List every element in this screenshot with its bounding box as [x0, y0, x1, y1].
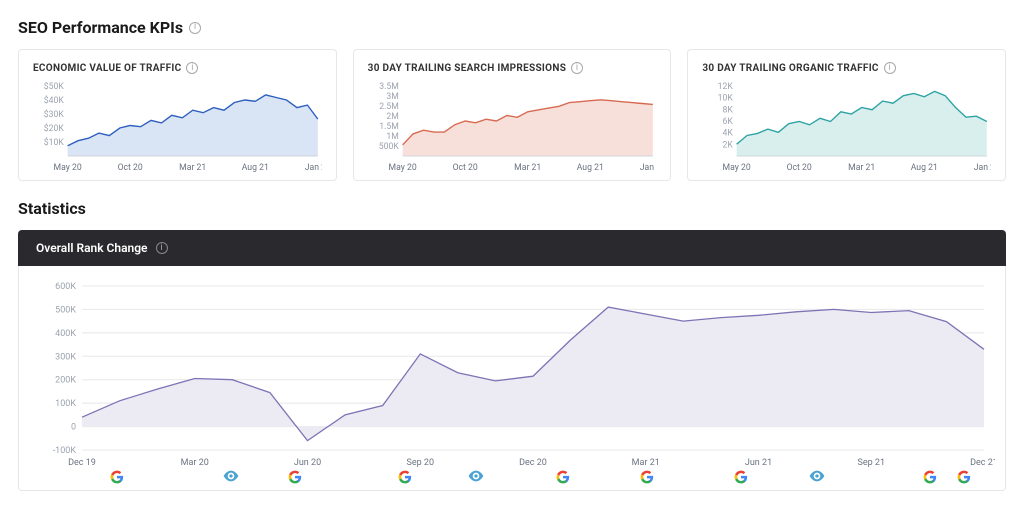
google-logo-icon[interactable]: [398, 470, 412, 484]
google-logo-icon[interactable]: [288, 470, 302, 484]
svg-text:100K: 100K: [55, 399, 76, 409]
kpi-card-title: 30 DAY TRAILING SEARCH IMPRESSIONS i: [368, 62, 657, 74]
svg-text:Mar 21: Mar 21: [514, 163, 541, 172]
kpi-card-title-text: ECONOMIC VALUE OF TRAFFIC: [33, 63, 181, 74]
kpi-row: ECONOMIC VALUE OF TRAFFIC i $50K $40K $30K…: [0, 49, 1024, 181]
svg-text:$40K: $40K: [44, 95, 64, 106]
svg-text:0: 0: [71, 423, 76, 433]
svg-text:Oct 20: Oct 20: [118, 163, 143, 172]
svg-text:600K: 600K: [55, 282, 76, 292]
small-chart-impressions: 3.5M3M2.5M2M1.5M1M500K May 20 Oct 20 Mar 21…: [368, 82, 657, 172]
info-icon[interactable]: i: [186, 62, 198, 74]
svg-text:10K: 10K: [718, 94, 734, 104]
svg-text:6K: 6K: [723, 117, 734, 127]
svg-text:8K: 8K: [723, 105, 734, 115]
svg-text:$10K: $10K: [44, 137, 64, 148]
svg-text:500K: 500K: [55, 305, 76, 315]
big-chart: 600K 500K 400K 300K 200K 100K 0 -100K Dec 19 Mar …: [29, 278, 995, 468]
eye-icon[interactable]: [809, 470, 825, 482]
svg-text:1.5M: 1.5M: [379, 122, 399, 132]
svg-text:Sep 21: Sep 21: [857, 458, 885, 468]
kpi-card-title: 30 DAY TRAILING ORGANIC TRAFFIC i: [702, 62, 991, 74]
google-logo-icon[interactable]: [556, 470, 570, 484]
svg-text:May 20: May 20: [54, 163, 82, 172]
svg-text:May 20: May 20: [388, 163, 416, 172]
svg-text:$20K: $20K: [44, 123, 64, 134]
google-logo-icon[interactable]: [734, 470, 748, 484]
svg-text:3.5M: 3.5M: [379, 82, 399, 92]
svg-text:4K: 4K: [723, 129, 734, 139]
svg-text:Sep 20: Sep 20: [406, 458, 434, 468]
kpi-card-economic: ECONOMIC VALUE OF TRAFFIC i $50K $40K $30K…: [18, 49, 337, 181]
svg-text:3M: 3M: [386, 92, 398, 102]
stats-header-text: Overall Rank Change: [36, 241, 148, 255]
svg-text:$50K: $50K: [44, 82, 64, 92]
info-icon[interactable]: i: [884, 62, 896, 74]
info-icon[interactable]: i: [571, 62, 583, 74]
stats-section-title: Statistics: [0, 181, 1024, 230]
google-logo-icon[interactable]: [110, 470, 124, 484]
google-logo-icon[interactable]: [957, 470, 971, 484]
stats-chart-wrap: 600K 500K 400K 300K 200K 100K 0 -100K Dec 19 Mar …: [18, 266, 1006, 491]
google-logo-icon[interactable]: [923, 470, 937, 484]
stats-header: Overall Rank Change i: [18, 230, 1006, 266]
svg-text:May 20: May 20: [723, 163, 751, 172]
svg-text:Mar 21: Mar 21: [849, 163, 876, 172]
svg-text:2M: 2M: [386, 112, 398, 122]
svg-text:12K: 12K: [718, 82, 734, 92]
kpi-section-title: SEO Performance KPIs i: [0, 0, 1024, 49]
svg-text:Dec 21: Dec 21: [970, 458, 995, 468]
svg-text:Oct 20: Oct 20: [452, 163, 477, 172]
svg-text:Oct 20: Oct 20: [787, 163, 812, 172]
info-icon[interactable]: i: [189, 22, 201, 34]
kpi-card-title-text: 30 DAY TRAILING ORGANIC TRAFFIC: [702, 63, 878, 74]
event-icon-row: [29, 470, 995, 490]
svg-text:Mar 20: Mar 20: [181, 458, 209, 468]
svg-text:200K: 200K: [55, 376, 76, 386]
svg-text:Jun 21: Jun 21: [745, 458, 772, 468]
stats-section-title-text: Statistics: [18, 199, 86, 218]
svg-text:Jun 20: Jun 20: [294, 458, 321, 468]
svg-text:Jan 22: Jan 22: [639, 163, 656, 172]
eye-icon[interactable]: [468, 470, 484, 482]
svg-text:500K: 500K: [378, 142, 398, 152]
svg-text:Jan 22: Jan 22: [974, 163, 991, 172]
svg-text:Aug 21: Aug 21: [576, 163, 603, 172]
svg-text:Aug 21: Aug 21: [242, 163, 269, 172]
svg-text:2.5M: 2.5M: [379, 102, 399, 112]
kpi-card-title-text: 30 DAY TRAILING SEARCH IMPRESSIONS: [368, 63, 566, 74]
svg-text:300K: 300K: [55, 352, 76, 362]
google-logo-icon[interactable]: [640, 470, 654, 484]
svg-text:-100K: -100K: [53, 446, 77, 456]
svg-text:Dec 20: Dec 20: [519, 458, 547, 468]
kpi-card-impressions: 30 DAY TRAILING SEARCH IMPRESSIONS i 3.5…: [353, 49, 672, 181]
svg-text:1M: 1M: [386, 132, 398, 142]
svg-text:Mar 21: Mar 21: [632, 458, 660, 468]
kpi-section-title-text: SEO Performance KPIs: [18, 18, 183, 37]
kpi-card-organic: 30 DAY TRAILING ORGANIC TRAFFIC i 12K 10K…: [687, 49, 1006, 181]
small-chart-organic: 12K 10K8K 6K 4K2K May 20 Oct 20 Mar 21 Aug 21 Ja…: [702, 82, 991, 172]
svg-text:Jan 22: Jan 22: [305, 163, 322, 172]
svg-text:Mar 21: Mar 21: [179, 163, 206, 172]
small-chart-economic: $50K $40K $30K $20K $10K May 20 Oct 20 Mar 21 Au…: [33, 82, 322, 172]
info-icon[interactable]: i: [156, 242, 168, 254]
svg-text:400K: 400K: [55, 329, 76, 339]
eye-icon[interactable]: [223, 470, 239, 482]
svg-text:Dec 19: Dec 19: [68, 458, 96, 468]
svg-text:$30K: $30K: [44, 109, 64, 120]
kpi-card-title: ECONOMIC VALUE OF TRAFFIC i: [33, 62, 322, 74]
svg-text:Aug 21: Aug 21: [911, 163, 938, 172]
svg-text:2K: 2K: [723, 140, 734, 150]
